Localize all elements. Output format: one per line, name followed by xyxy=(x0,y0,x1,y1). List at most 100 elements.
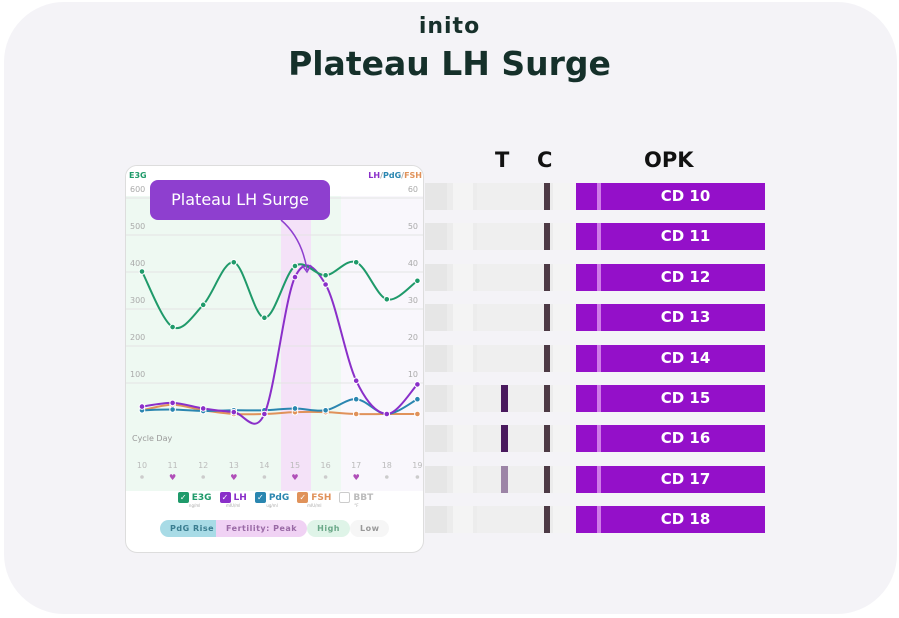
phase-pdg-rise: PdG Rise xyxy=(160,520,225,537)
control-line xyxy=(544,263,550,291)
strip-handle: CD 11 xyxy=(576,223,765,251)
test-strip xyxy=(425,506,576,534)
phase-bar: PdG Rise Fertility: Peak High Low xyxy=(160,520,390,537)
data-point-e3g xyxy=(169,323,176,331)
chart-legend: ✓ E3G ng/ml ✓ LH mIU/ml ✓ PdG ug/ml ✓ FSH mIU/ml BBT… xyxy=(126,492,423,508)
legend-label: E3G xyxy=(191,492,212,503)
legend-unit: mIU/ml xyxy=(307,503,322,508)
inito-logo: inito xyxy=(418,14,481,39)
x-tick-label: 11 xyxy=(168,461,178,470)
legend-item-e3g[interactable]: ✓ E3G ng/ml xyxy=(177,492,212,508)
page-title: Plateau LH Surge xyxy=(288,44,611,83)
test-strip xyxy=(425,385,576,412)
annotation-callout xyxy=(150,180,330,220)
data-point-lh xyxy=(169,399,176,407)
high-fertility-shade xyxy=(311,196,341,491)
legend-label: BBT xyxy=(353,492,374,503)
series-line-e3g xyxy=(141,260,418,330)
cycle-day-label: CD 11 xyxy=(660,227,711,246)
high-fertility-shade xyxy=(126,196,281,491)
strip-handle: CD 12 xyxy=(576,263,765,291)
test-line xyxy=(501,385,508,412)
data-point-e3g xyxy=(138,268,146,275)
strip-handle: CD 13 xyxy=(576,304,765,332)
test-strip xyxy=(425,465,576,493)
series-line-pdg xyxy=(141,398,418,416)
x-tick-label: 17 xyxy=(351,461,361,470)
phase-high: High xyxy=(307,520,350,537)
x-tick-label: 16 xyxy=(321,461,331,470)
day-dot xyxy=(323,475,328,479)
test-strip xyxy=(425,223,576,251)
test-strip xyxy=(425,344,576,372)
heart-icon: ♥ xyxy=(291,473,298,482)
day-dot xyxy=(385,475,389,479)
phase-low: Low xyxy=(349,520,390,537)
x-tick-label: 14 xyxy=(259,461,269,470)
column-header-c: C xyxy=(537,148,553,172)
hormone-chart-card: 600 60 500 50 400 40 300 30 200 20 100 10 E3G LH/PdG/… xyxy=(125,165,424,553)
cycle-day-label: CD 18 xyxy=(660,510,711,529)
strip-handle: CD 18 xyxy=(576,506,765,534)
data-point-e3g xyxy=(352,259,360,266)
data-point-lh xyxy=(138,403,146,410)
peak-fertility-shade xyxy=(281,196,311,491)
opk-strip-row: CD 12 xyxy=(425,263,765,291)
x-tick-label: 19 xyxy=(412,461,422,470)
data-point-e3g xyxy=(291,262,299,270)
legend-label: PdG xyxy=(268,492,290,503)
strip-handle: CD 14 xyxy=(576,344,765,372)
control-line xyxy=(544,183,550,210)
opk-strip-row: CD 15 xyxy=(425,385,765,412)
right-tick-label: 10 xyxy=(408,370,418,379)
legend-item-pdg[interactable]: ✓ PdG ug/ml xyxy=(254,492,290,508)
legend-item-bbt[interactable]: BBT °F xyxy=(339,492,373,508)
test-strip xyxy=(425,304,576,332)
x-tick-label: 15 xyxy=(290,461,300,470)
checkbox-icon[interactable]: ✓ xyxy=(254,492,266,503)
data-point-e3g xyxy=(261,314,268,322)
legend-unit: mIU/ml xyxy=(225,503,241,508)
strip-handle: CD 15 xyxy=(576,385,765,412)
test-strip xyxy=(425,183,576,210)
checkbox-icon[interactable]: ✓ xyxy=(219,492,231,503)
day-dot xyxy=(201,475,205,479)
opk-strip-row: CD 11 xyxy=(425,223,765,251)
data-point-fsh xyxy=(414,410,421,418)
data-point-pdg xyxy=(169,406,176,413)
left-tick-label: 300 xyxy=(130,296,145,305)
checkbox-icon[interactable]: ✓ xyxy=(297,492,309,503)
data-point-pdg xyxy=(322,407,329,414)
strip-handle: CD 17 xyxy=(576,465,765,493)
left-tick-label: 200 xyxy=(130,333,145,342)
test-line xyxy=(501,425,508,453)
cycle-day-label: CD 12 xyxy=(660,267,711,286)
control-line xyxy=(544,425,550,453)
data-point-lh xyxy=(414,381,421,388)
heart-icon: ♥ xyxy=(230,473,237,482)
checkbox-icon[interactable] xyxy=(339,492,351,503)
heart-icon: ♥ xyxy=(169,473,176,482)
column-header-opk: OPK xyxy=(644,148,694,172)
x-tick-label: 12 xyxy=(198,461,208,470)
legend-unit: ug/ml xyxy=(266,503,278,508)
x-tick-label: 18 xyxy=(382,461,392,470)
opk-strip-row: CD 13 xyxy=(425,304,765,332)
opk-strip-row: CD 16 xyxy=(425,425,765,453)
data-point-lh xyxy=(291,273,299,281)
legend-item-lh[interactable]: ✓ LH mIU/ml xyxy=(219,492,247,508)
right-axis-label: LH/PdG/FSH xyxy=(368,171,422,180)
annotation-text: Plateau LH Surge xyxy=(171,190,309,209)
legend-label: LH xyxy=(233,492,247,503)
data-point-pdg xyxy=(414,395,421,403)
x-tick-label: 10 xyxy=(137,461,147,470)
opk-strip-row: CD 18 xyxy=(425,506,765,534)
checkbox-icon[interactable]: ✓ xyxy=(177,492,189,503)
cycle-day-label: CD 14 xyxy=(660,348,711,367)
right-axis-label-part: / xyxy=(401,171,404,180)
data-point-pdg xyxy=(291,405,299,412)
right-tick-label: 20 xyxy=(408,333,418,342)
legend-item-fsh[interactable]: ✓ FSH mIU/ml xyxy=(297,492,331,508)
right-tick-label: 30 xyxy=(408,296,418,305)
